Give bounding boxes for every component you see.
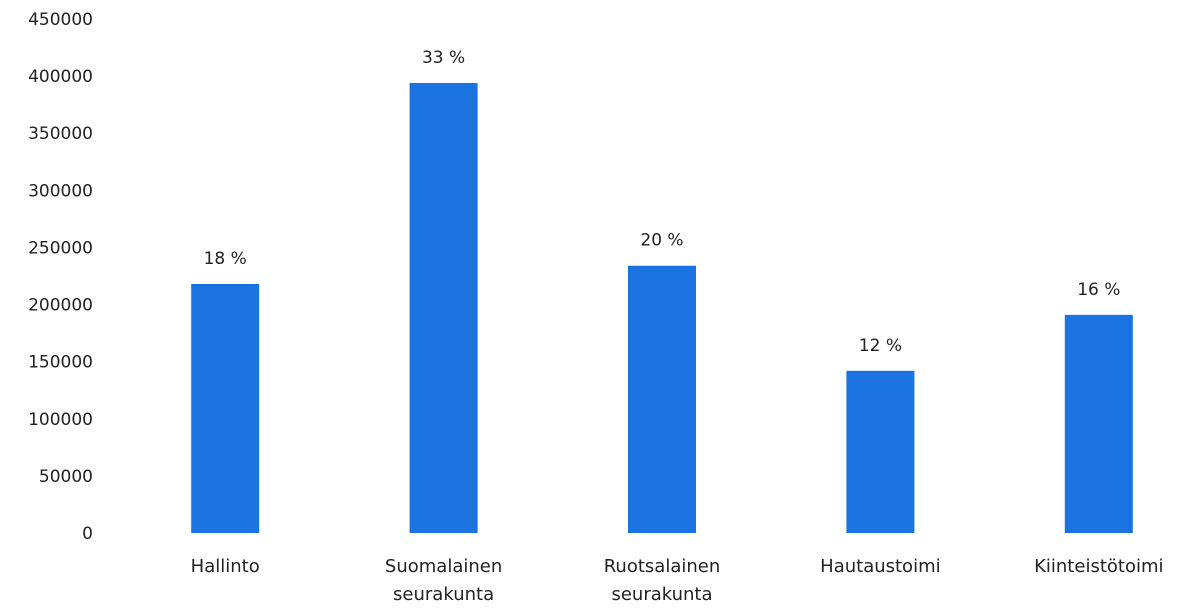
data-label: 16 % <box>1077 280 1120 300</box>
data-label: 18 % <box>204 249 247 269</box>
y-tick-label: 200000 <box>28 296 93 316</box>
x-tick-label: seurakunta <box>393 584 494 605</box>
bar <box>846 370 915 533</box>
y-tick-label: 50000 <box>39 467 93 487</box>
x-tick-label: Suomalainen <box>385 556 502 577</box>
x-tick-label: Kiinteistötoimi <box>1034 556 1163 577</box>
y-tick-label: 400000 <box>28 67 93 87</box>
x-tick-label: Ruotsalainen <box>604 556 721 577</box>
data-label: 33 % <box>422 48 465 68</box>
bar <box>628 265 696 533</box>
bar <box>409 82 478 533</box>
x-axis: Hallinto Suomalainen seurakunta Ruotsalaine… <box>191 556 1164 605</box>
x-tick-label: Hautaustoimi <box>820 556 940 577</box>
y-tick-label: 150000 <box>28 353 93 373</box>
x-tick-label: seurakunta <box>611 584 712 605</box>
bar <box>1064 314 1133 533</box>
bar <box>191 283 260 533</box>
bars-group <box>191 82 1133 533</box>
y-axis: 0 50000 100000 150000 200000 250000 300000 3500… <box>28 10 93 544</box>
y-tick-label: 450000 <box>28 10 93 30</box>
data-label: 12 % <box>859 336 902 356</box>
y-tick-label: 0 <box>82 524 93 544</box>
data-label: 20 % <box>640 231 683 251</box>
y-tick-label: 300000 <box>28 181 93 201</box>
y-tick-label: 350000 <box>28 124 93 144</box>
x-tick-label: Hallinto <box>191 556 260 577</box>
data-labels-group: 18 % 33 % 20 % 12 % 16 % <box>204 48 1121 356</box>
y-tick-label: 100000 <box>28 410 93 430</box>
y-tick-label: 250000 <box>28 238 93 258</box>
